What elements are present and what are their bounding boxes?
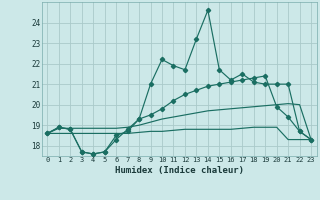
X-axis label: Humidex (Indice chaleur): Humidex (Indice chaleur) [115, 166, 244, 175]
